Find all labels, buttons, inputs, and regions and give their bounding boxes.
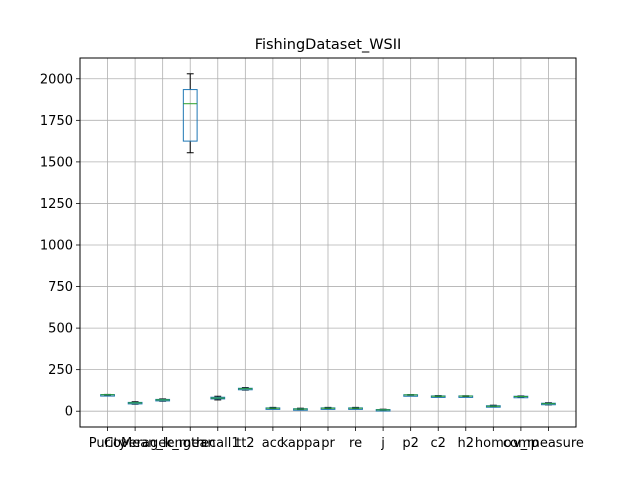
y-tick-label: 2000: [40, 72, 73, 87]
x-tick-label: comp: [503, 436, 539, 451]
y-tick-label: 500: [48, 322, 73, 337]
box-acc: [265, 406, 281, 410]
x-tick-label: c2: [431, 436, 446, 451]
box-purity: [100, 393, 115, 397]
box-coverage: [127, 401, 143, 405]
x-tick-label: acc: [262, 436, 284, 451]
box-homo: [485, 404, 501, 408]
x-tick-label: k_mean: [165, 436, 216, 451]
axes: 0 250 500 750 1000 1250 1500 1750 2000 PurityCove…: [40, 72, 584, 451]
y-tick-label: 1750: [40, 114, 73, 129]
x-tick-label: p2: [402, 436, 419, 451]
x-tick-label: kappa: [281, 436, 321, 451]
x-tick-label: Coverage: [104, 436, 166, 451]
x-tick-label: Mean_length: [121, 436, 204, 451]
y-tick-label: 750: [48, 280, 73, 295]
y-tick-label: 0: [65, 405, 73, 420]
x-tick-label: pr: [321, 436, 335, 451]
box-p2: [403, 394, 419, 397]
box-pr: [320, 406, 336, 410]
y-tick-label: 1250: [40, 197, 73, 212]
y-tick-label: 250: [48, 363, 73, 378]
x-tick-label: homo: [475, 436, 512, 451]
grid-lines: [80, 58, 576, 427]
y-tick-label: 1000: [40, 238, 73, 253]
box-plot-series: [100, 73, 556, 412]
x-tick-label: j: [380, 436, 385, 451]
box-recall1: [210, 395, 226, 401]
x-tick-label: tt2: [236, 436, 254, 451]
box-comp: [513, 395, 529, 399]
box-kappa: [293, 407, 308, 411]
box-v-measure: [541, 402, 556, 406]
box-j: [375, 408, 391, 412]
box-re: [348, 406, 363, 410]
x-tick-label: re: [349, 436, 362, 451]
box-c2: [430, 395, 446, 398]
box-body: [182, 89, 198, 142]
x-tick-label: Purity: [89, 436, 127, 451]
box-tt2: [237, 387, 253, 391]
box-h2: [458, 395, 474, 398]
x-tick-label: recall1: [196, 436, 240, 451]
x-tick-label: h2: [458, 436, 475, 451]
x-tick-label: v_measure: [513, 436, 584, 451]
box-mean-length: [155, 398, 171, 402]
y-tick-label: 1500: [40, 155, 73, 170]
chart-title: FishingDataset_WSII: [255, 37, 402, 53]
box-k-mean: [182, 73, 198, 154]
